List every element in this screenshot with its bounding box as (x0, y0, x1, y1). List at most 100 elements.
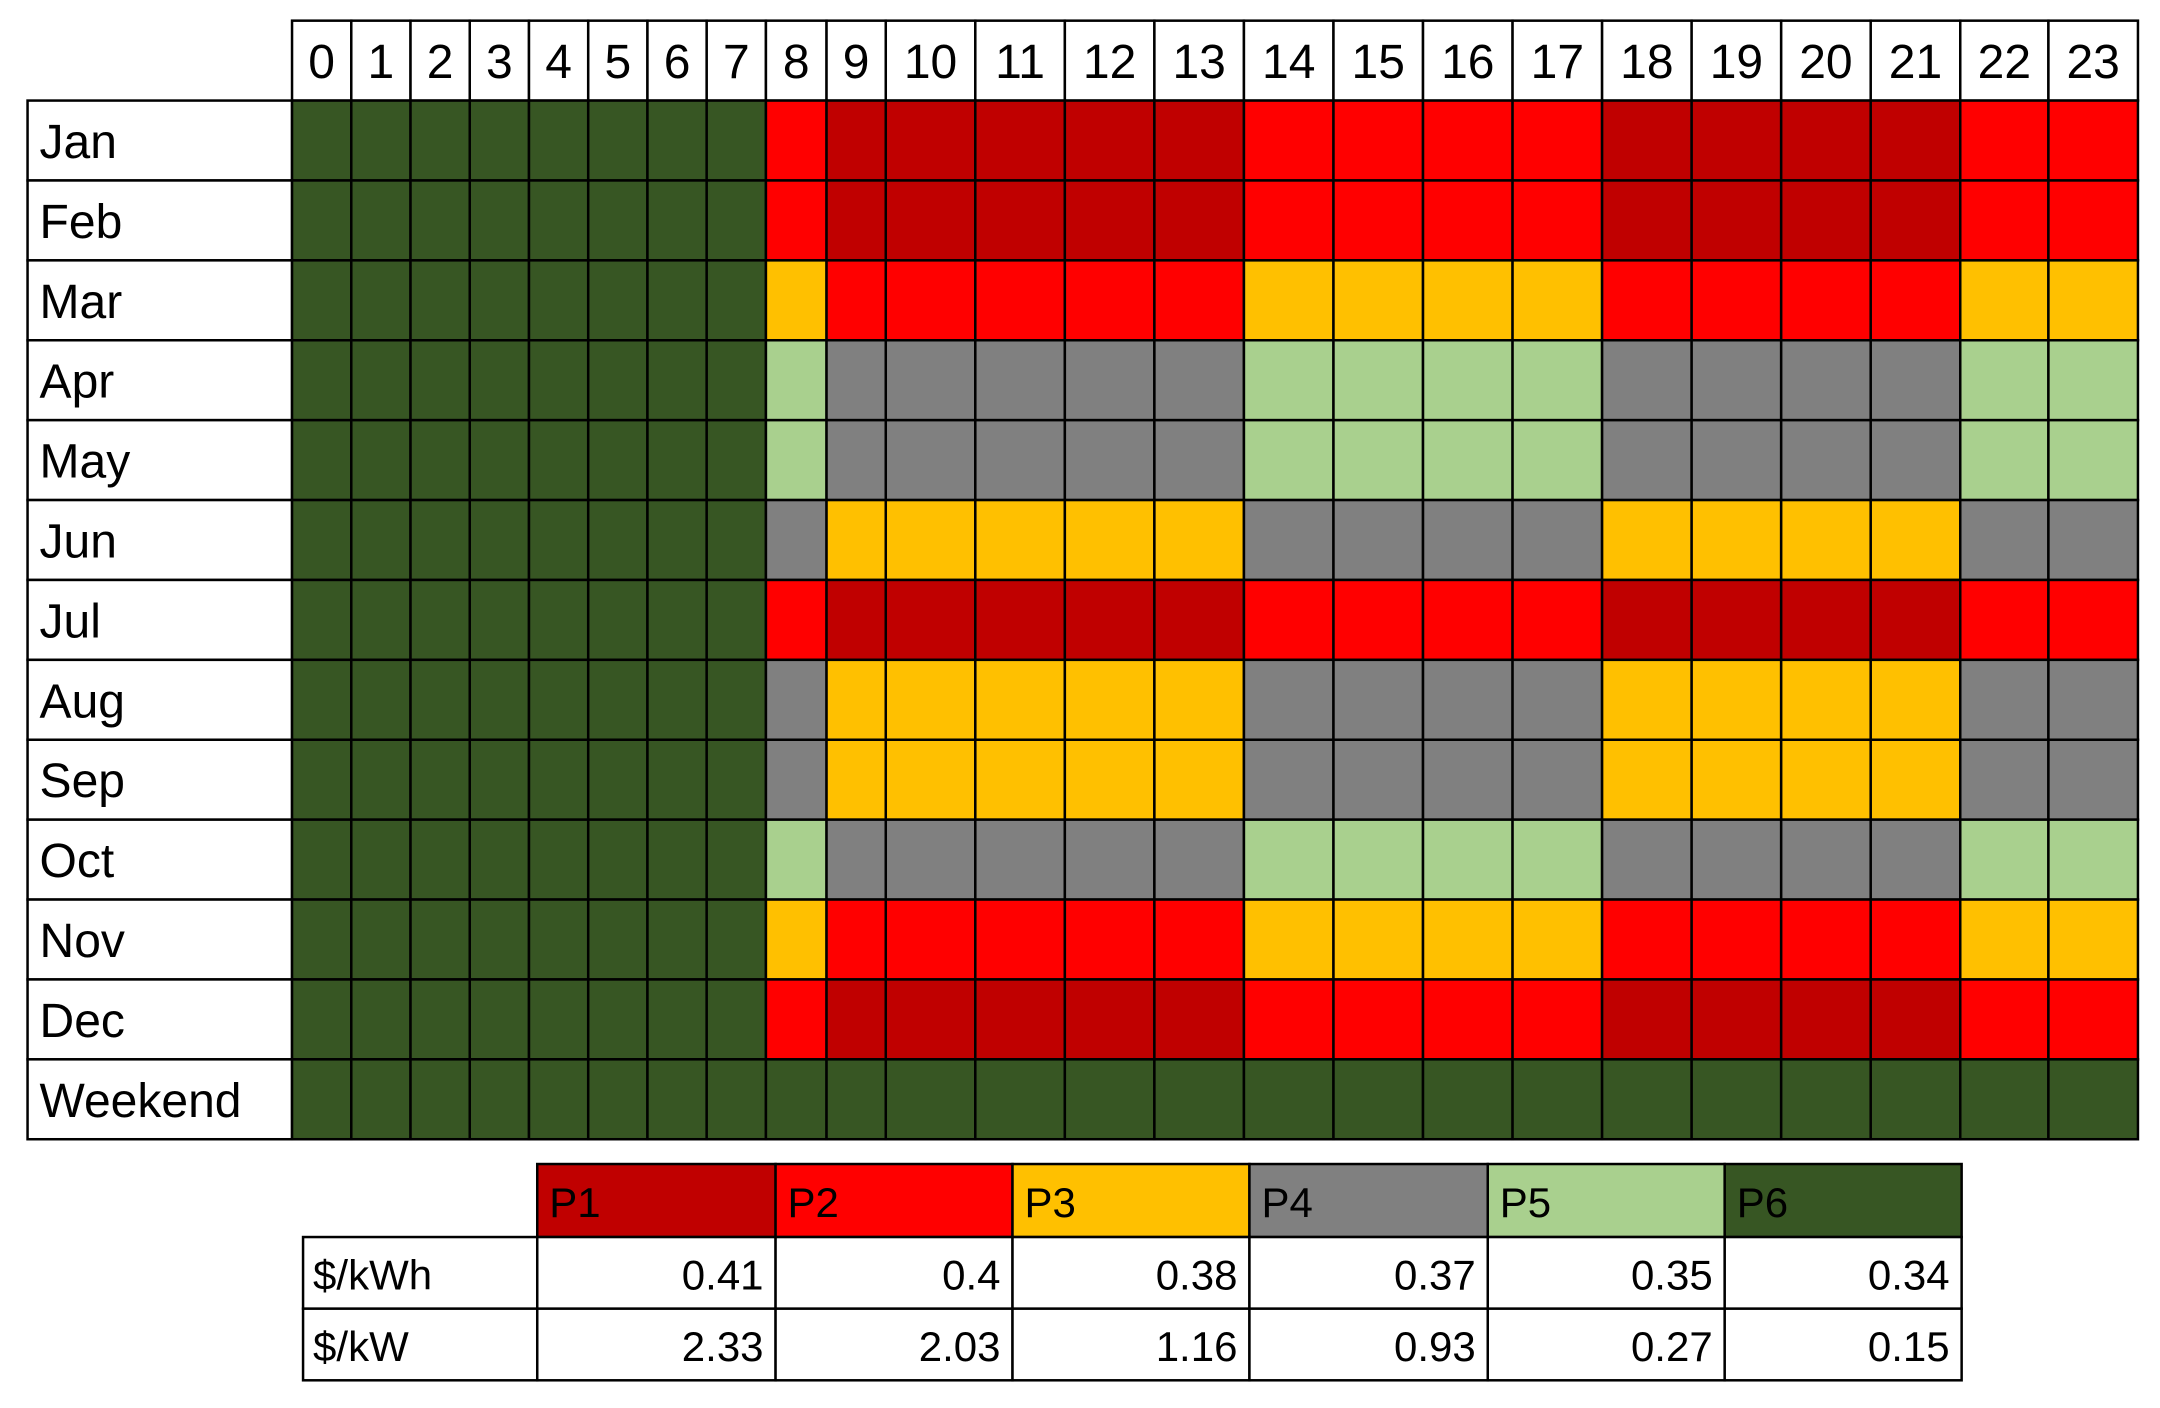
period-cell (350, 99, 412, 182)
month-label: Weekend (40, 1075, 242, 1128)
period-cell (409, 978, 471, 1061)
period-cell (705, 179, 768, 262)
period-cell (290, 259, 353, 342)
period-cell (646, 978, 708, 1061)
period-cell (586, 818, 649, 901)
period-cell (1690, 498, 1783, 582)
hour-header-cell (2047, 19, 2140, 102)
period-cell (2047, 418, 2140, 502)
period-cell (1421, 978, 1514, 1061)
period-cell (1332, 179, 1425, 262)
period-cell (1690, 418, 1783, 502)
period-cell (290, 99, 353, 182)
period-cell (1242, 738, 1335, 821)
period-cell (646, 418, 708, 502)
period-cell (1153, 99, 1246, 182)
legend-swatch (1723, 1162, 1963, 1239)
legend-value: 2.33 (682, 1323, 764, 1370)
period-cell (825, 818, 888, 901)
hour-label: 22 (1978, 36, 2031, 89)
period-cell (764, 498, 828, 582)
period-cell (1332, 658, 1425, 741)
hour-label: 6 (664, 36, 691, 89)
legend-swatch (774, 1162, 1014, 1239)
period-cell (825, 738, 888, 821)
period-cell (1242, 578, 1335, 662)
period-cell (1869, 898, 1962, 981)
period-cell (1511, 738, 1604, 821)
period-cell (825, 339, 888, 422)
period-cell (974, 418, 1067, 502)
period-cell (825, 658, 888, 741)
period-cell (825, 578, 888, 662)
hour-label: 16 (1441, 36, 1494, 89)
period-cell (350, 818, 412, 901)
period-cell (1153, 339, 1246, 422)
hour-header-cell (825, 19, 888, 102)
period-cell (1063, 658, 1156, 741)
period-cell (586, 418, 649, 502)
period-cell (290, 179, 353, 262)
period-cell (2047, 978, 2140, 1061)
row-label-cell (26, 1058, 294, 1141)
period-cell (1063, 898, 1156, 981)
period-cell (1242, 99, 1335, 182)
month-label: Sep (40, 755, 125, 808)
period-cell (705, 898, 768, 981)
period-cell (527, 898, 590, 981)
legend-value-cell (1011, 1235, 1251, 1310)
period-cell (1242, 339, 1335, 422)
period-cell (1779, 578, 1872, 662)
hour-label: 18 (1620, 36, 1673, 89)
period-cell (705, 1058, 768, 1141)
period-cell (290, 978, 353, 1061)
hour-header-cell (586, 19, 649, 102)
period-cell (646, 578, 708, 662)
period-cell (409, 179, 471, 262)
period-cell (1779, 738, 1872, 821)
hour-label: 5 (604, 36, 631, 89)
period-cell (1153, 738, 1246, 821)
period-cell (646, 1058, 708, 1141)
legend-name: P1 (549, 1179, 600, 1226)
period-cell (1511, 259, 1604, 342)
period-cell (586, 898, 649, 981)
period-cell (974, 578, 1067, 662)
period-cell (1690, 818, 1783, 901)
month-label: Feb (40, 196, 123, 249)
period-cell (1869, 658, 1962, 741)
period-cell (1421, 1058, 1514, 1141)
period-cell (1959, 978, 2050, 1061)
month-label: Jul (40, 595, 101, 648)
period-cell (1959, 1058, 2050, 1141)
legend-value-cell (1486, 1307, 1726, 1382)
period-cell (1690, 339, 1783, 422)
hour-header-cell (1869, 19, 1962, 102)
period-cell (1779, 658, 1872, 741)
hour-label: 17 (1531, 36, 1584, 89)
period-cell (2047, 339, 2140, 422)
month-label: Oct (40, 835, 115, 888)
period-cell (1959, 498, 2050, 582)
period-cell (468, 259, 531, 342)
period-cell (1421, 259, 1514, 342)
legend-name: P3 (1025, 1179, 1076, 1226)
period-cell (1600, 1058, 1693, 1141)
period-cell (409, 898, 471, 981)
period-cell (705, 259, 768, 342)
period-cell (974, 99, 1067, 182)
period-cell (1332, 578, 1425, 662)
period-cell (1779, 179, 1872, 262)
period-cell (290, 898, 353, 981)
period-cell (290, 578, 353, 662)
period-cell (468, 578, 531, 662)
period-cell (527, 818, 590, 901)
period-cell (1869, 99, 1962, 182)
period-cell (2047, 1058, 2140, 1141)
hour-label: 8 (783, 36, 810, 89)
period-cell (1421, 418, 1514, 502)
period-cell (974, 259, 1067, 342)
period-cell (884, 978, 977, 1061)
hour-label: 20 (1799, 36, 1852, 89)
legend-value: 0.38 (1156, 1251, 1238, 1298)
